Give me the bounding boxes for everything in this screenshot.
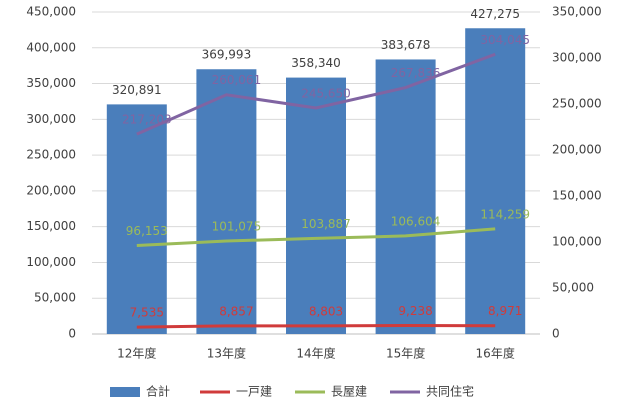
bar xyxy=(106,104,167,334)
y2ticks-label: 100,000 xyxy=(552,235,602,249)
yticks-label: 50,000 xyxy=(34,291,76,305)
bar xyxy=(465,28,526,335)
line xyxy=(136,227,496,248)
value-label: 9,238 xyxy=(398,304,432,318)
y2ticks-label: 0 xyxy=(552,327,560,341)
yticks-label: 200,000 xyxy=(26,183,76,197)
yticks-label: 100,000 xyxy=(26,255,76,269)
yticks-label: 450,000 xyxy=(26,5,76,19)
value-label: 245,650 xyxy=(301,87,351,101)
value-label: 383,678 xyxy=(381,38,431,52)
value-label: 358,340 xyxy=(291,56,341,70)
bar xyxy=(375,59,436,334)
legend-label: 合計 xyxy=(146,384,170,399)
y2ticks-label: 50,000 xyxy=(552,281,594,295)
value-label: 427,275 xyxy=(470,7,520,21)
x-tick-label: 15年度 xyxy=(386,346,425,361)
value-label: 8,971 xyxy=(488,304,522,318)
x-tick-label: 13年度 xyxy=(207,346,246,361)
line xyxy=(136,52,496,136)
value-label: 7,535 xyxy=(130,306,164,320)
yticks-label: 150,000 xyxy=(26,219,76,233)
y2ticks-label: 300,000 xyxy=(552,51,602,65)
yticks-label: 300,000 xyxy=(26,112,76,126)
value-label: 217,203 xyxy=(122,113,172,127)
value-label: 114,259 xyxy=(480,207,530,221)
y2ticks-label: 200,000 xyxy=(552,143,602,157)
value-label: 8,803 xyxy=(309,304,343,318)
y2ticks-label: 250,000 xyxy=(552,97,602,111)
y2ticks-label: 350,000 xyxy=(552,5,602,19)
value-label: 267,836 xyxy=(391,66,441,80)
value-label: 260,061 xyxy=(212,73,262,87)
x-tick-label: 16年度 xyxy=(476,346,515,361)
legend-label: 長屋建 xyxy=(331,385,367,399)
value-label: 106,604 xyxy=(391,214,441,228)
legend-label: 一戸建 xyxy=(236,385,272,399)
line xyxy=(136,324,496,329)
value-label: 369,993 xyxy=(202,48,252,62)
bar xyxy=(286,77,346,334)
yticks-label: 250,000 xyxy=(26,148,76,162)
legend-swatch xyxy=(110,387,140,397)
value-label: 304,045 xyxy=(480,33,530,47)
x-tick-label: 12年度 xyxy=(117,346,156,361)
value-label: 103,887 xyxy=(301,217,351,231)
y2ticks-label: 150,000 xyxy=(552,189,602,203)
bar xyxy=(196,69,257,334)
value-label: 96,153 xyxy=(126,224,168,238)
legend-label: 共同住宅 xyxy=(426,384,474,399)
value-label: 8,857 xyxy=(219,304,253,318)
yticks-label: 0 xyxy=(68,327,76,341)
x-tick-label: 14年度 xyxy=(296,346,335,361)
yticks-label: 350,000 xyxy=(26,76,76,90)
value-label: 320,891 xyxy=(112,83,162,97)
yticks-label: 400,000 xyxy=(26,40,76,54)
value-label: 101,075 xyxy=(212,220,262,234)
